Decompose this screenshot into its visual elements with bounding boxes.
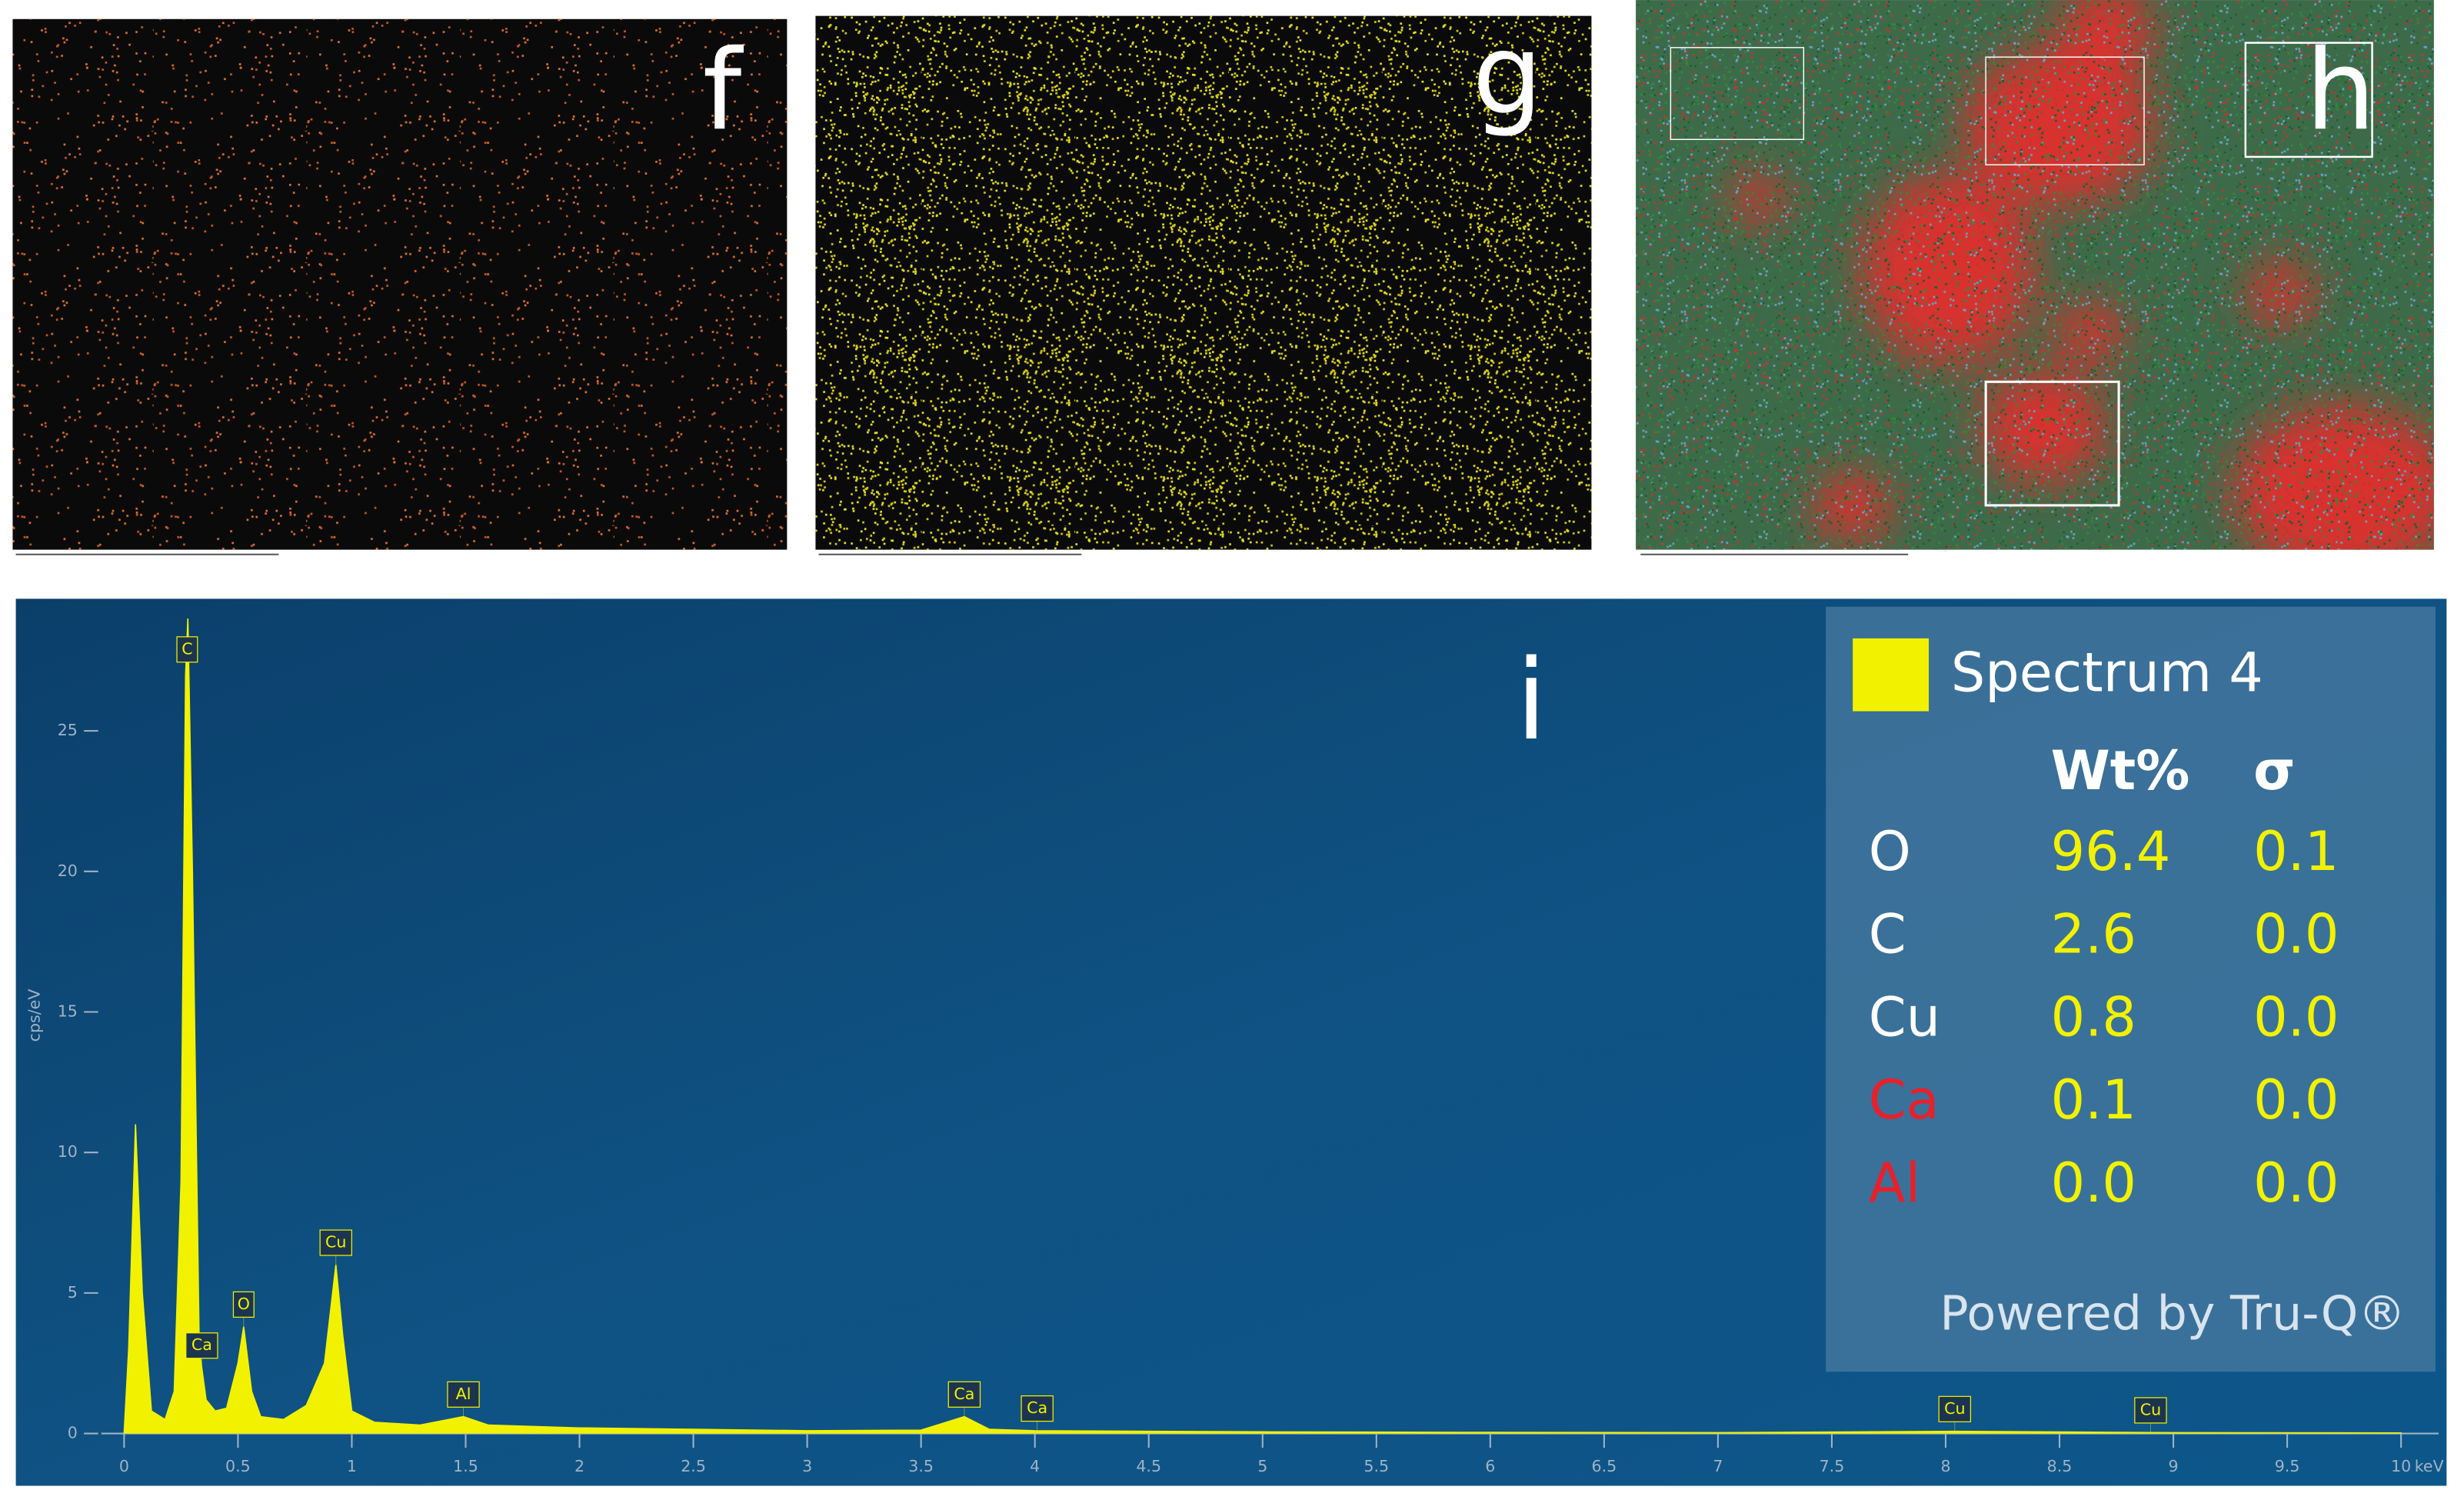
column-header: σ — [2253, 739, 2296, 802]
x-tick-label: 1.5 — [453, 1457, 478, 1475]
legend-label: Spectrum 4 — [1951, 641, 2263, 704]
x-tick-label: 9.5 — [2275, 1457, 2300, 1475]
peak-label: Cu — [1944, 1399, 1965, 1418]
peak-label-box — [447, 1381, 480, 1408]
peak-label: Ca — [191, 1335, 212, 1354]
x-tick-label: 9 — [2169, 1457, 2179, 1475]
results-rows: O 96.4 0.1 C 2.6 0.0 Cu 0.8 0.0 Ca 0.1 0.0 Al 0.0 0.0 — [1869, 820, 2339, 1215]
y-tick-label: 10 — [58, 1142, 78, 1161]
x-tick-label: 4 — [1030, 1457, 1040, 1475]
peak-label: Cu — [2140, 1400, 2161, 1418]
wt-percent: 0.1 — [2051, 1068, 2136, 1132]
x-tick-label: 5.5 — [1364, 1457, 1389, 1475]
x-tick-label: 2 — [574, 1457, 584, 1475]
panel-label: i — [1516, 635, 1547, 765]
peak-label: Al — [456, 1385, 471, 1403]
sigma: 0.1 — [2253, 820, 2339, 883]
plot-area: C Ca O Cu Al Ca Ca Cu Cu — [123, 618, 2402, 1434]
map-h-boxes — [1670, 42, 2373, 507]
panel-label: h — [2306, 25, 2376, 155]
sigma: 0.0 — [2253, 1152, 2339, 1215]
sigma: 0.0 — [2253, 903, 2339, 966]
x-tick-label: 2.5 — [681, 1457, 706, 1475]
peak-label-box — [185, 1332, 218, 1359]
x-tick-label: 0.5 — [225, 1457, 251, 1475]
column-header: Wt% — [2051, 739, 2190, 802]
x-tick-label: 0 — [119, 1457, 129, 1475]
peak-label-box — [176, 636, 198, 663]
x-tick-label: 3 — [802, 1457, 812, 1475]
peak-label-box — [947, 1381, 981, 1408]
x-tick-label: 8.5 — [2047, 1457, 2073, 1475]
x-tick-label: 7 — [1713, 1457, 1723, 1475]
results-box — [1826, 606, 2436, 1372]
x-tick-label: 7.5 — [1820, 1457, 1845, 1475]
peak-label-box — [319, 1229, 352, 1256]
peak-label: Ca — [954, 1385, 974, 1403]
peak-label-box — [232, 1291, 255, 1318]
peak-label-box — [2134, 1397, 2167, 1424]
x-tick-label: 1 — [347, 1457, 357, 1475]
map-h-dots — [1636, 0, 2434, 550]
element: Ca — [1869, 1068, 1940, 1132]
y-tick-label: 0 — [68, 1424, 78, 1442]
x-tick-label: 4.5 — [1136, 1457, 1161, 1475]
legend-swatch — [1853, 638, 1930, 712]
y-tick-label: 5 — [68, 1283, 78, 1302]
sigma: 0.0 — [2253, 1068, 2339, 1132]
peak-label: C — [181, 639, 192, 658]
element: C — [1869, 903, 1906, 966]
peak-label: Ca — [1027, 1398, 1047, 1417]
wt-percent: 96.4 — [2051, 820, 2171, 883]
peak-label: Cu — [325, 1233, 346, 1252]
peak-label-box — [1938, 1395, 1972, 1422]
y-tick-label: 15 — [58, 1002, 78, 1021]
footer: Powered by Tru-Q® — [1940, 1285, 2406, 1341]
panel-label: f — [703, 25, 744, 155]
map-f-dots — [12, 18, 787, 550]
map-g-dots — [815, 15, 1592, 550]
wt-percent: 2.6 — [2051, 903, 2136, 966]
y-axis-label: cps/eV — [25, 989, 43, 1042]
wt-percent: 0.8 — [2051, 985, 2136, 1048]
x-tick-label: 6.5 — [1592, 1457, 1617, 1475]
x-tick-label: 10 — [2391, 1457, 2411, 1475]
peak-label: O — [238, 1295, 250, 1313]
x-tick-label: 6 — [1485, 1457, 1495, 1475]
element: Al — [1869, 1152, 1920, 1215]
panel-label: g — [1473, 10, 1543, 139]
element: Cu — [1869, 985, 1940, 1048]
y-tick-label: 25 — [58, 721, 78, 739]
x-tick-label: 3.5 — [908, 1457, 934, 1475]
spectrum-area — [123, 618, 2402, 1434]
sigma: 0.0 — [2253, 985, 2339, 1048]
x-tick-label: 8 — [1940, 1457, 1950, 1475]
x-tick-label: 5 — [1257, 1457, 1267, 1475]
wt-percent: 0.0 — [2051, 1152, 2136, 1215]
element: O — [1869, 820, 1911, 883]
y-tick-label: 20 — [58, 862, 78, 880]
peak-label-box — [1021, 1395, 1054, 1422]
x-axis-unit: keV — [2415, 1457, 2444, 1475]
